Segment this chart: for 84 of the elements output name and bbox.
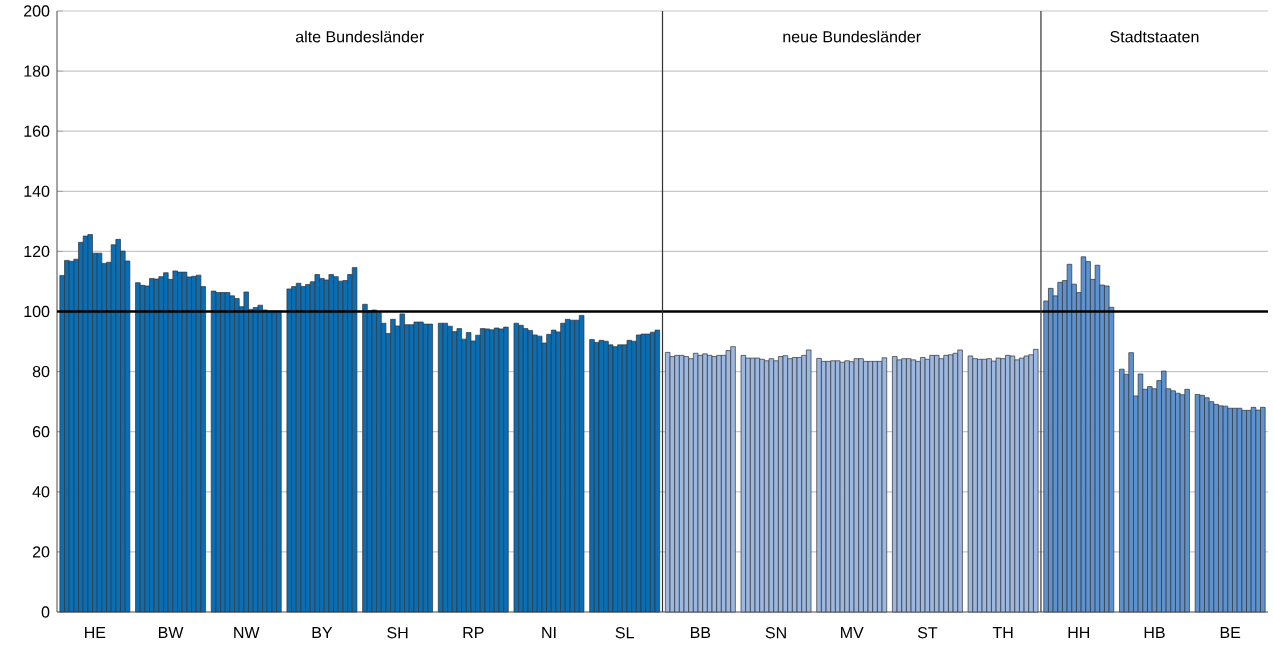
x-tick-label: MV: [841, 627, 864, 639]
bar: [896, 359, 903, 613]
x-tick-label: BE: [1220, 627, 1241, 639]
bar: [740, 355, 747, 613]
bar: [456, 328, 462, 613]
bar: [1066, 263, 1073, 613]
y-tick-label: 160: [24, 125, 50, 137]
x-tick-label: HE: [85, 627, 106, 639]
bar: [1137, 373, 1144, 613]
x-tick-label: SH: [387, 627, 408, 639]
bar: [626, 339, 633, 613]
x-tick-label: HH: [1068, 627, 1090, 639]
bar: [669, 356, 676, 613]
annotation: alte Bundesländer: [295, 30, 424, 43]
bar: [1227, 407, 1233, 613]
y-tick-label: 40: [32, 486, 50, 498]
y-tick-label: 180: [24, 65, 50, 77]
y-tick-label: 100: [24, 305, 50, 318]
bar: [1213, 403, 1219, 613]
bar: [87, 234, 93, 613]
annotation: neue Bundesländer: [783, 30, 921, 43]
y-tick-label: 140: [24, 185, 50, 197]
bar: [910, 359, 917, 613]
bar: [867, 361, 874, 613]
x-tick-label: ST: [917, 627, 938, 639]
bar: [768, 358, 775, 613]
bar: [640, 333, 647, 613]
y-tick-label: 20: [32, 546, 50, 558]
bar: [589, 339, 595, 613]
y-tick-label: 120: [24, 245, 50, 258]
y-tick-label: 60: [32, 426, 50, 438]
bar: [135, 282, 141, 613]
bar: [754, 357, 761, 613]
bar: [654, 329, 661, 613]
bar: [697, 355, 704, 613]
bar: [1241, 410, 1247, 613]
bar: [569, 319, 575, 613]
x-tick-label: SL: [615, 627, 634, 639]
bar: [938, 358, 945, 613]
bar: [484, 328, 490, 613]
bar: [578, 315, 585, 613]
bar: [215, 292, 221, 613]
bar: [796, 357, 803, 613]
x-tick-label: TH: [992, 627, 1013, 639]
bar: [839, 361, 846, 613]
bar: [725, 350, 732, 613]
bar: [881, 357, 888, 613]
y-tick-label: 80: [32, 365, 50, 378]
bar: [399, 313, 405, 613]
bar: [1009, 355, 1016, 613]
x-tick-label: BW: [158, 627, 184, 639]
bar: [782, 355, 789, 613]
bar: [598, 339, 605, 613]
x-tick-label: BB: [691, 627, 711, 639]
bar: [981, 358, 988, 613]
x-tick-label: NW: [234, 627, 260, 639]
bar: [612, 346, 619, 613]
bar: [1023, 355, 1030, 613]
bar: [816, 358, 822, 613]
bar: [243, 291, 249, 613]
bar: [1080, 256, 1087, 613]
bar: [362, 303, 368, 613]
x-tick-label: NI: [542, 627, 556, 639]
x-tick-label: SN: [765, 627, 786, 639]
x-tick-label: HB: [1144, 627, 1165, 639]
y-tick-label: 200: [24, 5, 50, 17]
bar: [1094, 264, 1101, 613]
bar: [172, 270, 178, 613]
x-tick-label: RP: [463, 627, 484, 639]
y-tick-label: 0: [41, 606, 50, 618]
bar: [286, 288, 292, 613]
x-tick-label: BY: [312, 627, 333, 639]
annotation: Stadtstaaten: [1110, 30, 1199, 43]
bar: [825, 361, 832, 613]
bar: [711, 356, 718, 613]
bar: [351, 267, 358, 613]
bar: [952, 352, 959, 613]
bar: [427, 323, 433, 613]
bar: [995, 357, 1002, 613]
bar: [853, 358, 860, 613]
bar: [300, 286, 306, 613]
bar: [967, 355, 974, 613]
bar: [683, 356, 690, 613]
bar: [924, 358, 931, 613]
